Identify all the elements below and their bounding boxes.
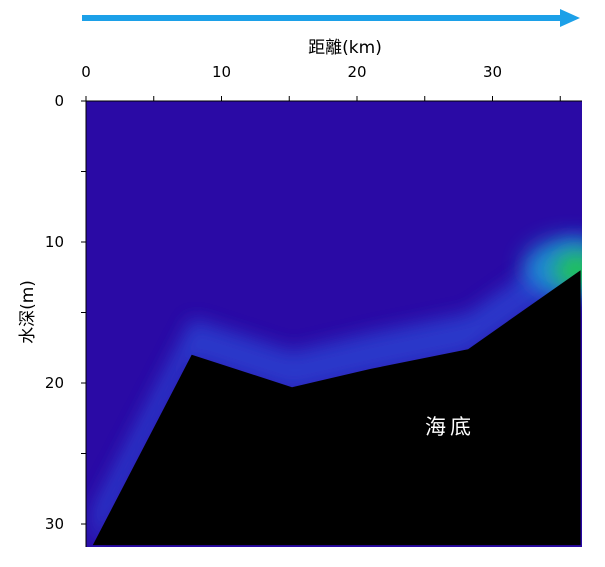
y-tick-label: 20 xyxy=(45,374,64,392)
x-ticks: 0 10 20 30 xyxy=(81,63,561,101)
x-tick-label: 20 xyxy=(347,63,366,81)
direction-arrow-shaft xyxy=(82,15,562,21)
direction-arrow-head xyxy=(560,9,580,27)
seabed-label: 海底 xyxy=(425,415,475,439)
x-tick-label: 10 xyxy=(212,63,231,81)
y-tick-label: 10 xyxy=(45,233,64,251)
y-tick-label: 0 xyxy=(54,92,64,110)
x-axis-title: 距離(km) xyxy=(308,38,382,58)
y-ticks: 0 10 20 30 xyxy=(45,92,86,533)
y-axis-title: 水深(m) xyxy=(18,280,38,344)
plot-area xyxy=(86,101,582,547)
x-tick-label: 0 xyxy=(81,63,91,81)
x-tick-label: 30 xyxy=(483,63,502,81)
seabed-area xyxy=(92,270,581,546)
direction-arrow xyxy=(82,9,580,27)
y-tick-label: 30 xyxy=(45,515,64,533)
